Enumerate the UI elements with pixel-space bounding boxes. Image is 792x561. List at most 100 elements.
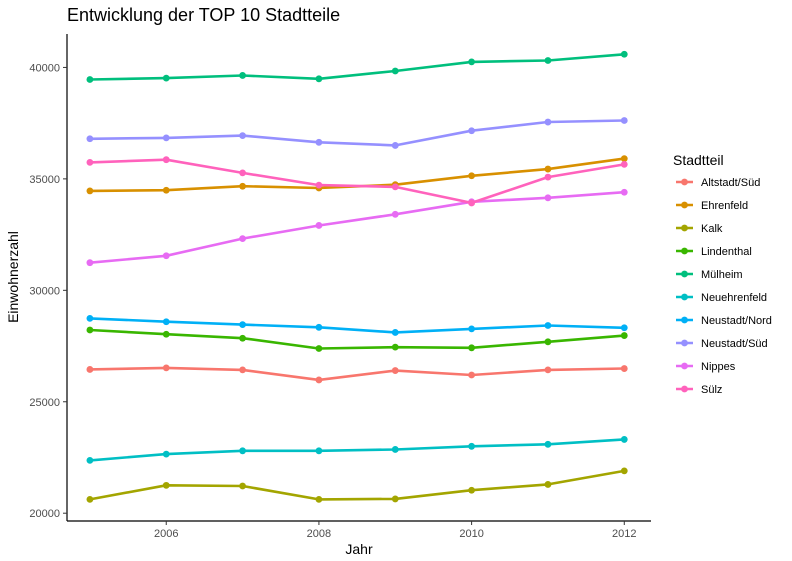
- data-point-altstadt-süd: [86, 366, 94, 373]
- data-point-nippes: [620, 188, 628, 196]
- legend-item-neustadt-nord: Neustadt/Nord: [676, 315, 772, 327]
- data-point-ehrenfeld: [544, 165, 552, 173]
- data-point-lindenthal: [86, 326, 94, 334]
- legend-label: Kalk: [701, 223, 723, 235]
- data-point-neuehrenfeld: [544, 440, 552, 448]
- data-point-neuehrenfeld: [239, 447, 246, 455]
- data-point-kalk: [86, 495, 94, 503]
- data-point-altstadt-süd: [239, 366, 246, 374]
- data-point-neustadt-nord: [391, 329, 399, 336]
- data-point-nippes: [544, 194, 552, 202]
- data-point-neustadt-süd: [315, 138, 323, 146]
- data-point-neustadt-süd: [468, 127, 476, 135]
- data-point-ehrenfeld: [468, 172, 476, 180]
- data-point-neustadt-nord: [315, 323, 323, 331]
- series-line-neuehrenfeld: [88, 438, 626, 462]
- x-tick-label: 2006: [154, 528, 178, 540]
- data-point-neustadt-nord: [239, 321, 246, 329]
- data-point-neuehrenfeld: [391, 446, 399, 453]
- legend-item-ehrenfeld: Ehrenfeld: [676, 200, 748, 212]
- series-neustadt-süd: [86, 117, 628, 149]
- plot-area: 2006 2008 2010 2012 20000 25000 30000 35000 400…: [29, 34, 651, 540]
- series-sülz: [86, 156, 628, 207]
- data-point-neustadt-nord: [620, 324, 628, 332]
- data-point-neustadt-süd: [239, 132, 246, 140]
- legend-key-point: [681, 224, 688, 232]
- legend-label: Neuehrenfeld: [701, 292, 767, 304]
- y-axis-title: Einwohnerzahl: [5, 231, 21, 323]
- y-tick-label: 25000: [29, 397, 60, 409]
- series-mülheim: [86, 50, 628, 83]
- data-point-mülheim: [391, 67, 399, 75]
- data-point-altstadt-süd: [315, 376, 323, 384]
- legend-label: Lindenthal: [701, 246, 752, 258]
- data-point-nippes: [391, 210, 399, 218]
- data-point-neustadt-süd: [544, 118, 552, 126]
- data-point-altstadt-süd: [620, 365, 628, 372]
- data-point-altstadt-süd: [544, 366, 552, 374]
- x-ticks: 2006 2008 2010 2012: [154, 521, 637, 540]
- data-point-neustadt-süd: [620, 117, 628, 124]
- legend-key-point: [681, 270, 688, 278]
- data-point-sülz: [468, 199, 476, 207]
- data-point-ehrenfeld: [620, 155, 628, 162]
- series-line-mülheim: [88, 52, 626, 81]
- legend-key-point: [681, 362, 688, 370]
- data-point-lindenthal: [239, 334, 246, 342]
- data-point-nippes: [315, 222, 323, 229]
- data-point-nippes: [86, 259, 94, 267]
- x-tick-label: 2012: [612, 528, 636, 540]
- legend-item-sülz: Sülz: [676, 384, 722, 396]
- data-point-kalk: [162, 481, 170, 489]
- legend-title: Stadtteil: [673, 152, 724, 168]
- y-tick-label: 20000: [29, 508, 60, 520]
- data-point-neuehrenfeld: [162, 450, 170, 458]
- data-point-sülz: [544, 173, 552, 181]
- series-kalk: [86, 467, 628, 503]
- legend-label: Neustadt/Nord: [701, 315, 772, 327]
- data-point-mülheim: [239, 72, 246, 79]
- data-point-altstadt-süd: [391, 367, 399, 374]
- legend-item-nippes: Nippes: [676, 361, 736, 373]
- legend: Stadtteil Altstadt/Süd Ehrenfeld Kalk Linde…: [673, 152, 772, 396]
- series-line-lindenthal: [88, 328, 626, 350]
- x-axis-title: Jahr: [345, 541, 373, 557]
- legend-key-point: [681, 178, 688, 186]
- data-point-neustadt-nord: [544, 322, 552, 329]
- data-point-neustadt-süd: [86, 135, 94, 143]
- data-point-mülheim: [162, 74, 170, 82]
- data-point-nippes: [162, 252, 170, 260]
- legend-item-neuehrenfeld: Neuehrenfeld: [676, 292, 767, 304]
- data-point-lindenthal: [544, 338, 552, 346]
- data-point-kalk: [391, 495, 399, 503]
- data-point-ehrenfeld: [239, 182, 246, 190]
- data-point-mülheim: [620, 50, 628, 58]
- data-point-sülz: [239, 169, 246, 177]
- y-tick-label: 35000: [29, 174, 60, 186]
- legend-key-point: [681, 339, 688, 347]
- data-point-kalk: [620, 467, 628, 475]
- data-point-lindenthal: [468, 344, 476, 352]
- data-point-neustadt-nord: [162, 318, 170, 326]
- data-point-kalk: [468, 486, 476, 494]
- data-point-neuehrenfeld: [315, 447, 323, 455]
- series-line-nippes: [88, 190, 626, 265]
- legend-label: Nippes: [701, 361, 736, 373]
- legend-label: Neustadt/Süd: [701, 338, 768, 350]
- x-tick-label: 2008: [307, 528, 331, 540]
- series-neuehrenfeld: [86, 436, 628, 464]
- data-point-altstadt-süd: [162, 364, 170, 372]
- legend-label: Mülheim: [701, 269, 743, 281]
- legend-item-kalk: Kalk: [676, 223, 723, 235]
- data-point-neustadt-nord: [468, 325, 476, 333]
- data-point-nippes: [239, 235, 246, 243]
- data-point-neuehrenfeld: [620, 436, 628, 443]
- legend-item-neustadt-süd: Neustadt/Süd: [676, 338, 768, 350]
- legend-item-mülheim: Mülheim: [676, 269, 743, 281]
- series-lindenthal: [86, 326, 628, 352]
- data-point-sülz: [162, 156, 170, 164]
- data-point-lindenthal: [391, 343, 399, 351]
- legend-key-point: [681, 201, 688, 209]
- series-line-sülz: [88, 158, 626, 205]
